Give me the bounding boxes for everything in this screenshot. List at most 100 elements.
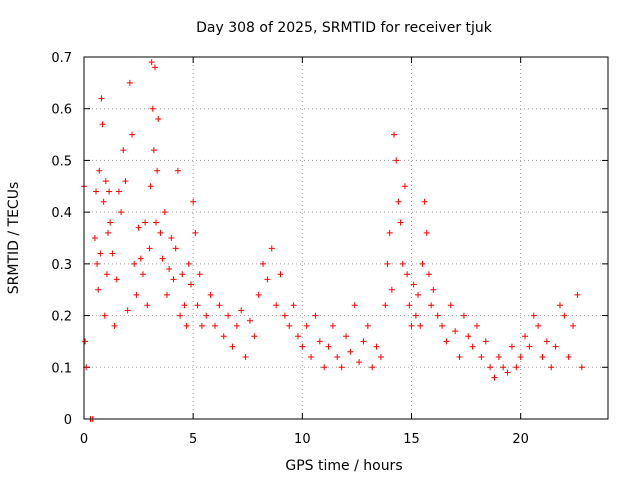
data-point [225, 312, 232, 319]
x-tick-label: 20 [512, 432, 529, 447]
data-point [115, 188, 122, 195]
data-point [299, 343, 306, 350]
data-point [364, 322, 371, 329]
data-point [312, 312, 319, 319]
data-point [530, 312, 537, 319]
y-tick-label: 0.5 [51, 154, 72, 169]
data-point [478, 353, 485, 360]
data-point [565, 353, 572, 360]
data-point [308, 353, 315, 360]
data-point [334, 353, 341, 360]
data-point [229, 343, 236, 350]
data-point [425, 271, 432, 278]
data-point [395, 198, 402, 205]
data-point [508, 343, 515, 350]
data-point [118, 209, 125, 216]
data-point [500, 364, 507, 371]
data-point [421, 198, 428, 205]
data-point [386, 229, 393, 236]
data-point [408, 322, 415, 329]
data-point [150, 147, 157, 154]
data-point [97, 250, 104, 257]
data-point [469, 343, 476, 350]
data-points [81, 59, 585, 422]
data-point [447, 302, 454, 309]
data-point [504, 369, 511, 376]
data-point [196, 271, 203, 278]
data-point [543, 338, 550, 345]
data-point [561, 312, 568, 319]
data-point [439, 322, 446, 329]
data-point [377, 353, 384, 360]
data-point [172, 245, 179, 252]
data-point [120, 147, 127, 154]
data-point [198, 322, 205, 329]
data-point [105, 229, 112, 236]
data-point [434, 312, 441, 319]
data-point [216, 302, 223, 309]
data-point [174, 167, 181, 174]
data-point [286, 322, 293, 329]
data-point [151, 64, 158, 71]
data-point [556, 302, 563, 309]
data-point [356, 359, 363, 366]
data-point [303, 322, 310, 329]
data-point [325, 343, 332, 350]
data-point [268, 245, 275, 252]
data-point [522, 333, 529, 340]
data-point [109, 250, 116, 257]
data-point [460, 312, 467, 319]
data-point [384, 260, 391, 267]
data-point [242, 353, 249, 360]
data-point [139, 271, 146, 278]
data-point [190, 198, 197, 205]
data-point [277, 271, 284, 278]
data-point [212, 322, 218, 329]
data-point [122, 178, 129, 185]
x-tick-label: 0 [80, 432, 88, 447]
data-point [179, 271, 186, 278]
data-point [129, 131, 136, 138]
data-point [133, 291, 140, 298]
data-point [203, 312, 210, 319]
data-point [264, 276, 271, 283]
data-point [417, 322, 424, 329]
data-point [126, 79, 133, 86]
plot-frame [83, 56, 609, 420]
data-point [406, 302, 413, 309]
data-point [113, 276, 120, 283]
data-point [255, 291, 262, 298]
data-point [251, 333, 258, 340]
data-point [99, 121, 106, 128]
data-point [388, 286, 395, 293]
data-point [157, 229, 164, 236]
data-point [149, 105, 156, 112]
data-point [155, 116, 162, 123]
y-tick-label: 0.4 [51, 206, 72, 221]
data-point [273, 302, 280, 309]
data-point [146, 245, 153, 252]
data-point [539, 353, 546, 360]
data-point [373, 343, 380, 350]
data-point [495, 353, 502, 360]
data-point [177, 312, 184, 319]
data-point [135, 224, 142, 231]
data-point [382, 302, 389, 309]
axis-ticks [83, 56, 608, 420]
data-point [401, 183, 408, 190]
data-point [487, 364, 494, 371]
data-point [517, 353, 524, 360]
data-point [412, 312, 419, 319]
data-point [161, 209, 168, 216]
data-point [144, 302, 151, 309]
y-tick-label: 0.3 [51, 258, 72, 273]
data-point [415, 291, 422, 298]
data-point [91, 235, 98, 241]
data-point [166, 266, 173, 273]
tick-labels: 0 0.1 0.2 0.3 0.4 0.5 0.6 0.7 0 5 10 15 20 [51, 51, 529, 447]
data-point [391, 131, 398, 138]
data-point [482, 338, 489, 345]
y-tick-label: 0 [64, 413, 72, 428]
data-point [360, 338, 367, 345]
